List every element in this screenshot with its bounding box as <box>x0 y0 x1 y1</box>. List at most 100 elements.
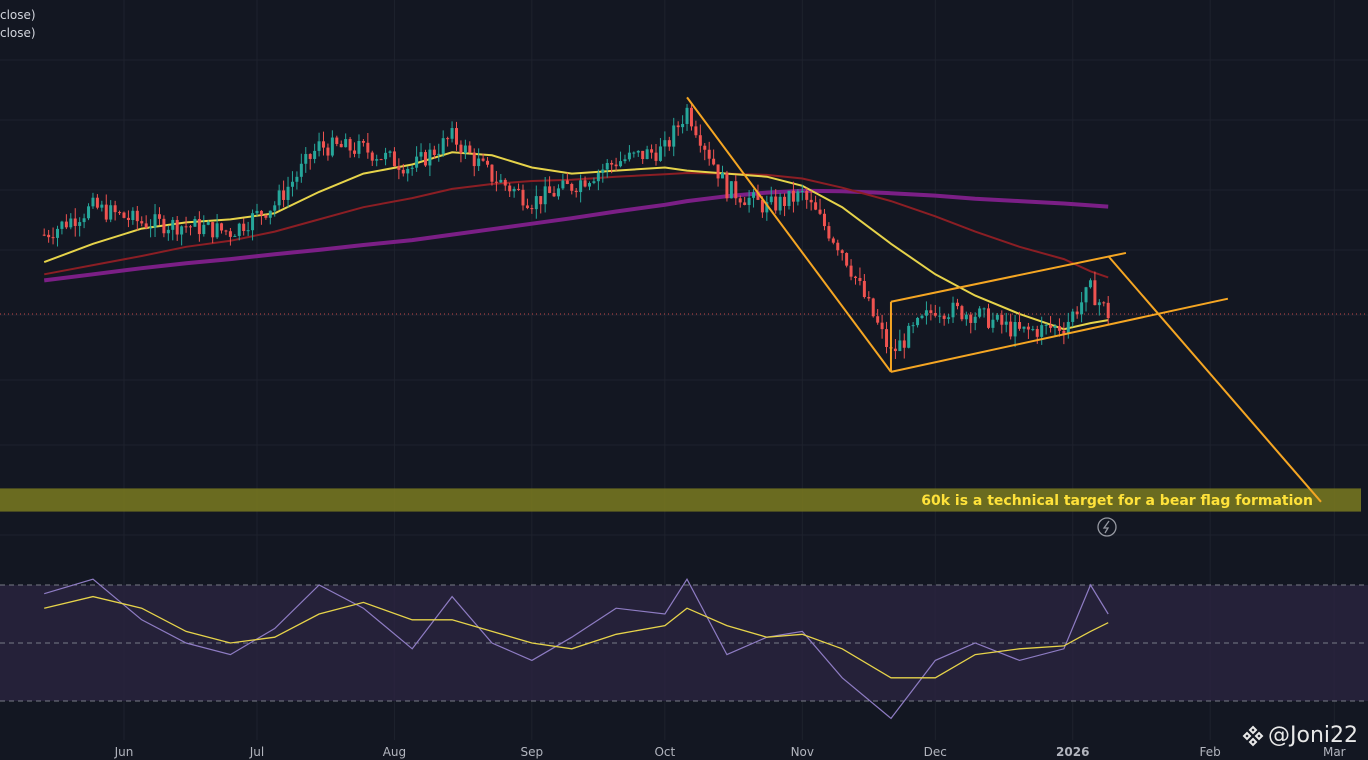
candle-body <box>126 217 130 221</box>
candle-body <box>348 139 352 151</box>
candle-body <box>876 316 880 323</box>
candle-body <box>1031 329 1035 331</box>
candle-body <box>353 150 357 154</box>
candle-body <box>517 188 521 190</box>
candle-body <box>800 191 804 193</box>
candle-body <box>122 212 126 218</box>
candle-body <box>313 150 317 159</box>
candle-body <box>1044 324 1048 326</box>
candle-body <box>796 191 800 202</box>
candle-body <box>299 163 303 177</box>
candle-body <box>902 340 906 348</box>
candle-body <box>211 222 215 238</box>
candle-body <box>415 156 419 168</box>
candle-body <box>924 310 928 316</box>
candle-body <box>197 218 201 235</box>
ma-200-line <box>43 188 1109 283</box>
candle-body <box>286 186 290 200</box>
x-tick-label: Aug <box>383 745 406 759</box>
candle-body <box>375 159 379 161</box>
candle-body <box>215 223 219 238</box>
candle-body <box>987 308 990 328</box>
candle-body <box>858 277 862 281</box>
x-tick-label: Jun <box>114 745 134 759</box>
candle-body <box>512 188 516 192</box>
candle-body <box>392 151 396 167</box>
alert-clock-icon[interactable] <box>1097 517 1117 537</box>
candle-body <box>667 140 671 147</box>
candle-body <box>339 143 343 148</box>
candle-body <box>982 308 986 310</box>
candle-body <box>113 205 117 213</box>
candle-body <box>641 150 645 160</box>
candle-body <box>556 188 560 197</box>
candle-body <box>721 172 724 179</box>
candle-body <box>774 196 778 211</box>
candle-body <box>1049 324 1053 328</box>
candle-body <box>707 149 711 159</box>
candle-body <box>468 145 472 153</box>
candle-body <box>703 145 707 150</box>
x-tick-label: Oct <box>654 745 675 759</box>
candle-body <box>805 191 809 200</box>
candle-body <box>189 226 192 228</box>
candle-body <box>1088 280 1092 288</box>
candle-body <box>171 219 175 230</box>
candle-body <box>1102 302 1106 304</box>
candle-body <box>455 128 458 145</box>
candle-body <box>814 202 818 210</box>
ma-100-line <box>44 171 1109 279</box>
candle-body <box>681 123 685 128</box>
candle-body <box>180 226 184 235</box>
candle-body <box>601 169 605 173</box>
candle-body <box>361 140 365 143</box>
candle-body <box>623 159 627 162</box>
candle-body <box>579 180 583 193</box>
price-target-band <box>0 488 1361 512</box>
candle-body <box>920 315 924 318</box>
candle-body <box>109 205 113 220</box>
candle-body <box>91 197 95 207</box>
candle-body <box>525 205 529 209</box>
candle-body <box>357 140 361 154</box>
candle-body <box>206 222 210 225</box>
candle-body <box>60 221 64 229</box>
candle-body <box>818 209 822 214</box>
candle-body <box>344 139 348 148</box>
candle-body <box>530 208 534 210</box>
candle-body <box>1071 311 1075 322</box>
candle-body <box>233 235 237 237</box>
candle-body <box>561 180 565 189</box>
candle-body <box>672 125 676 147</box>
candle-body <box>100 204 104 208</box>
candle-body <box>366 142 370 153</box>
candle-body <box>756 192 760 200</box>
candle-body <box>521 189 525 206</box>
candle-body <box>410 167 414 169</box>
candle-body <box>1062 330 1066 334</box>
watermark-text: @Joni22 <box>1268 723 1358 748</box>
candle-body <box>463 145 467 154</box>
candle-body <box>570 183 574 191</box>
candle-body <box>437 153 441 155</box>
candle-body <box>588 183 591 187</box>
candle-body <box>459 144 463 154</box>
candle-body <box>712 158 716 165</box>
candle-body <box>614 164 618 167</box>
candle-body <box>1009 321 1013 337</box>
candle-body <box>867 297 871 299</box>
target-annotation: 60k is a technical target for a bear fla… <box>921 493 1313 509</box>
candle-body <box>898 340 902 352</box>
candle-body <box>947 317 951 319</box>
candle-body <box>406 168 410 174</box>
candle-body <box>689 107 693 127</box>
candle-body <box>481 158 485 161</box>
candle-body <box>446 138 450 140</box>
candle-body <box>787 190 791 206</box>
candle-body <box>752 192 756 198</box>
candle-body <box>56 228 59 238</box>
candle-body <box>619 161 623 167</box>
candle-body <box>663 140 667 147</box>
candle-body <box>441 138 445 154</box>
